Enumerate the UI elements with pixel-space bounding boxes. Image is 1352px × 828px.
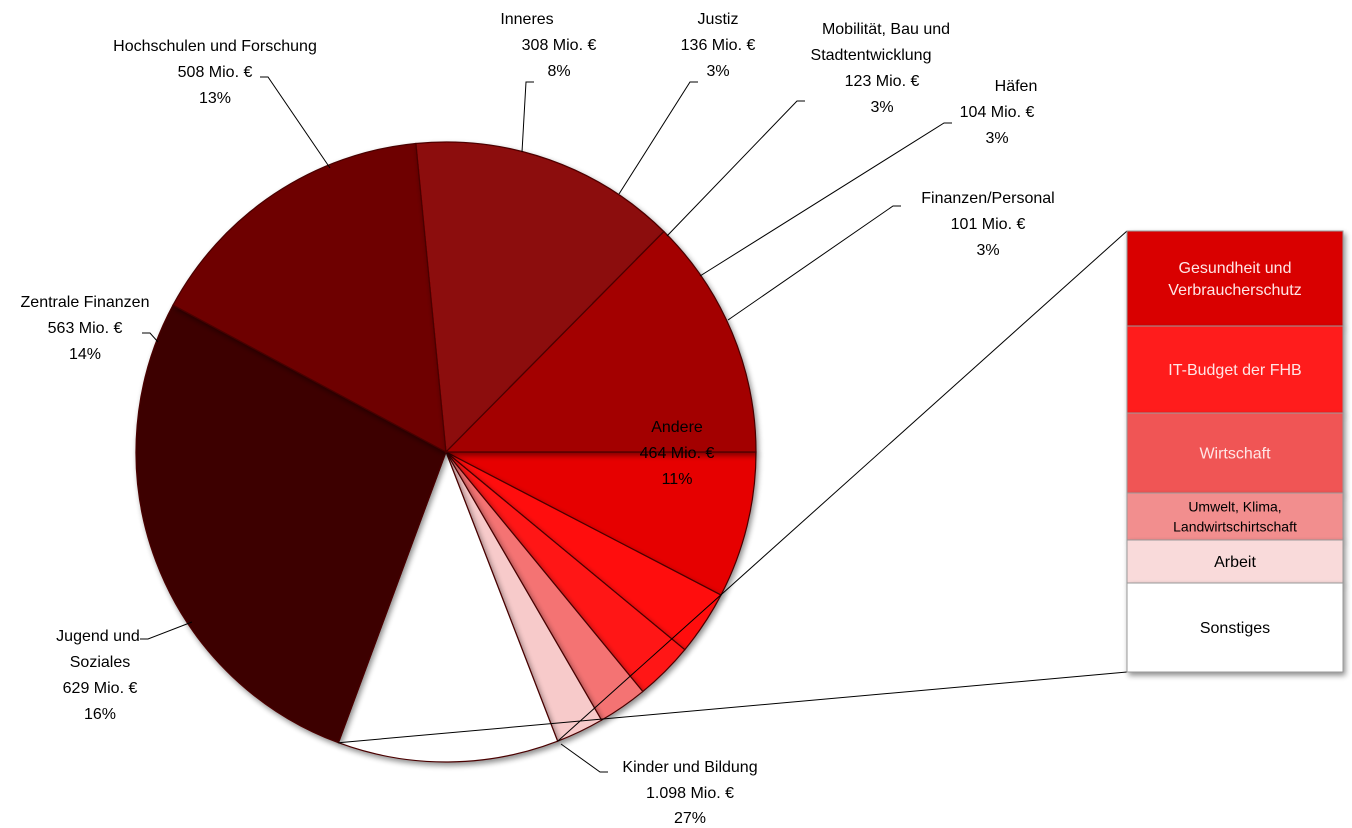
pie-slice-kinder-und-bildung: [135, 304, 447, 744]
slice-label-hochschulen-und-forschung-line-2: 508 Mio. €: [178, 64, 253, 81]
slice-label-zentrale-finanzen-line-3: 14%: [69, 346, 101, 363]
slice-label-mobilitat-bau-und-stadtentwicklung-line-3: 123 Mio. €: [845, 73, 920, 90]
slice-label-zentrale-finanzen-line-2: 563 Mio. €: [48, 320, 123, 337]
slice-label-jugend-und-soziales-line-4: 16%: [84, 706, 116, 723]
slice-label-jugend-und-soziales-line-2: Soziales: [70, 654, 130, 671]
leader-line-inneres: [521, 81, 534, 153]
slice-label-justiz-line-2: 136 Mio. €: [681, 37, 756, 54]
breakout-label-sonstiges-line-1: Sonstiges: [1200, 620, 1270, 637]
slice-label-mobilitat-bau-und-stadtentwicklung-line-4: 3%: [870, 99, 893, 116]
breakout-segment-gesundheit-und-verbraucherschutz: [1126, 230, 1344, 327]
breakout-label-gesundheit-und-verbraucherschutz-line-1: Gesundheit und: [1179, 260, 1292, 277]
leader-line-hafen: [699, 122, 952, 277]
breakout-segment-sonstiges: [1126, 582, 1344, 673]
slice-label-andere-line-2: 464 Mio. €: [640, 445, 715, 462]
leader-line-hochschulen-und-forschung: [260, 76, 331, 169]
pie-slice-zentrale-finanzen: [415, 141, 665, 454]
slice-label-mobilitat-bau-und-stadtentwicklung-line-2: Stadtentwicklung: [811, 47, 932, 64]
breakout-segment-it-budget-der-fhb: [1126, 325, 1344, 414]
breakout-connectors: [338, 230, 1128, 744]
slice-label-hochschulen-und-forschung-line-3: 13%: [199, 90, 231, 107]
leader-line-zentrale-finanzen: [142, 332, 159, 343]
breakout-label-umwelt-klima-landwirtschirtschaft-line-2: Landwirtschirtschaft: [1173, 518, 1297, 534]
slice-label-finanzen-personal-line-2: 101 Mio. €: [951, 216, 1026, 233]
leader-line-finanzen-personal: [727, 205, 901, 321]
breakout-connector-bottom: [338, 671, 1128, 744]
slice-label-hafen-line-2: 104 Mio. €: [960, 104, 1035, 121]
slice-label-inneres-line-3: 8%: [547, 63, 570, 80]
breakout-label-arbeit-line-1: Arbeit: [1214, 554, 1256, 571]
slice-labels: Inneres 308 Mio. € 8% Justiz 136 Mio. € 3% Mob…: [21, 11, 1055, 827]
leader-line-mobilitat-bau-und-stadtentwicklung: [666, 100, 805, 237]
breakout-label-gesundheit-und-verbraucherschutz-line-2: Verbraucherschutz: [1168, 282, 1301, 299]
slice-label-hafen-line-3: 3%: [985, 130, 1008, 147]
slice-label-jugend-und-soziales-line-1: Jugend und: [56, 628, 140, 645]
pie-slice-hochschulen-und-forschung: [444, 230, 757, 453]
slice-label-jugend-und-soziales-line-3: 629 Mio. €: [63, 680, 138, 697]
slice-label-andere-line-3: 11%: [662, 471, 693, 488]
pie-slice-inneres: [445, 451, 757, 596]
slice-label-mobilitat-bau-und-stadtentwicklung-line-1: Mobilität, Bau und: [822, 21, 950, 38]
breakout-label-umwelt-klima-landwirtschirtschaft-line-1: Umwelt, Klima,: [1188, 498, 1281, 514]
breakout-label-it-budget-der-fhb-line-1: IT-Budget der FHB: [1168, 362, 1301, 379]
slice-label-andere-line-1: Andere: [651, 419, 703, 436]
pie-slices: [135, 141, 757, 763]
slice-label-justiz-line-3: 3%: [706, 63, 729, 80]
slice-label-kinder-und-bildung-line-1: Kinder und Bildung: [622, 759, 757, 776]
leader-line-jugend-und-soziales: [140, 621, 193, 640]
slice-label-finanzen-personal-line-3: 3%: [976, 242, 999, 259]
breakout-label-wirtschaft-line-1: Wirtschaft: [1199, 446, 1271, 463]
pie-slice-andere: [337, 450, 559, 763]
slice-label-kinder-und-bildung-line-3: 27%: [674, 810, 706, 827]
slice-label-hafen-line-1: Häfen: [995, 78, 1038, 95]
breakout-segment-umwelt-klima-landwirtschirtschaft: [1126, 492, 1344, 541]
slice-label-finanzen-personal-line-1: Finanzen/Personal: [921, 190, 1054, 207]
leader-line-kinder-und-bildung: [560, 743, 608, 773]
slice-label-justiz-line-1: Justiz: [698, 11, 739, 28]
slice-label-inneres-line-1: Inneres: [500, 11, 553, 28]
pie-slice-jugend-und-soziales: [172, 142, 447, 454]
slice-label-inneres-line-2: 308 Mio. €: [522, 37, 597, 54]
breakout-bar: Gesundheit und Verbraucherschutz IT-Budget…: [1126, 230, 1344, 673]
slice-label-hochschulen-und-forschung-line-1: Hochschulen und Forschung: [113, 38, 317, 55]
breakout-connector-top: [557, 230, 1128, 742]
leader-line-justiz: [618, 81, 698, 195]
breakout-segment-arbeit: [1126, 539, 1344, 584]
slice-label-kinder-und-bildung-line-2: 1.098 Mio. €: [646, 785, 734, 802]
slice-label-zentrale-finanzen-line-1: Zentrale Finanzen: [21, 294, 150, 311]
leader-lines: [140, 76, 952, 773]
